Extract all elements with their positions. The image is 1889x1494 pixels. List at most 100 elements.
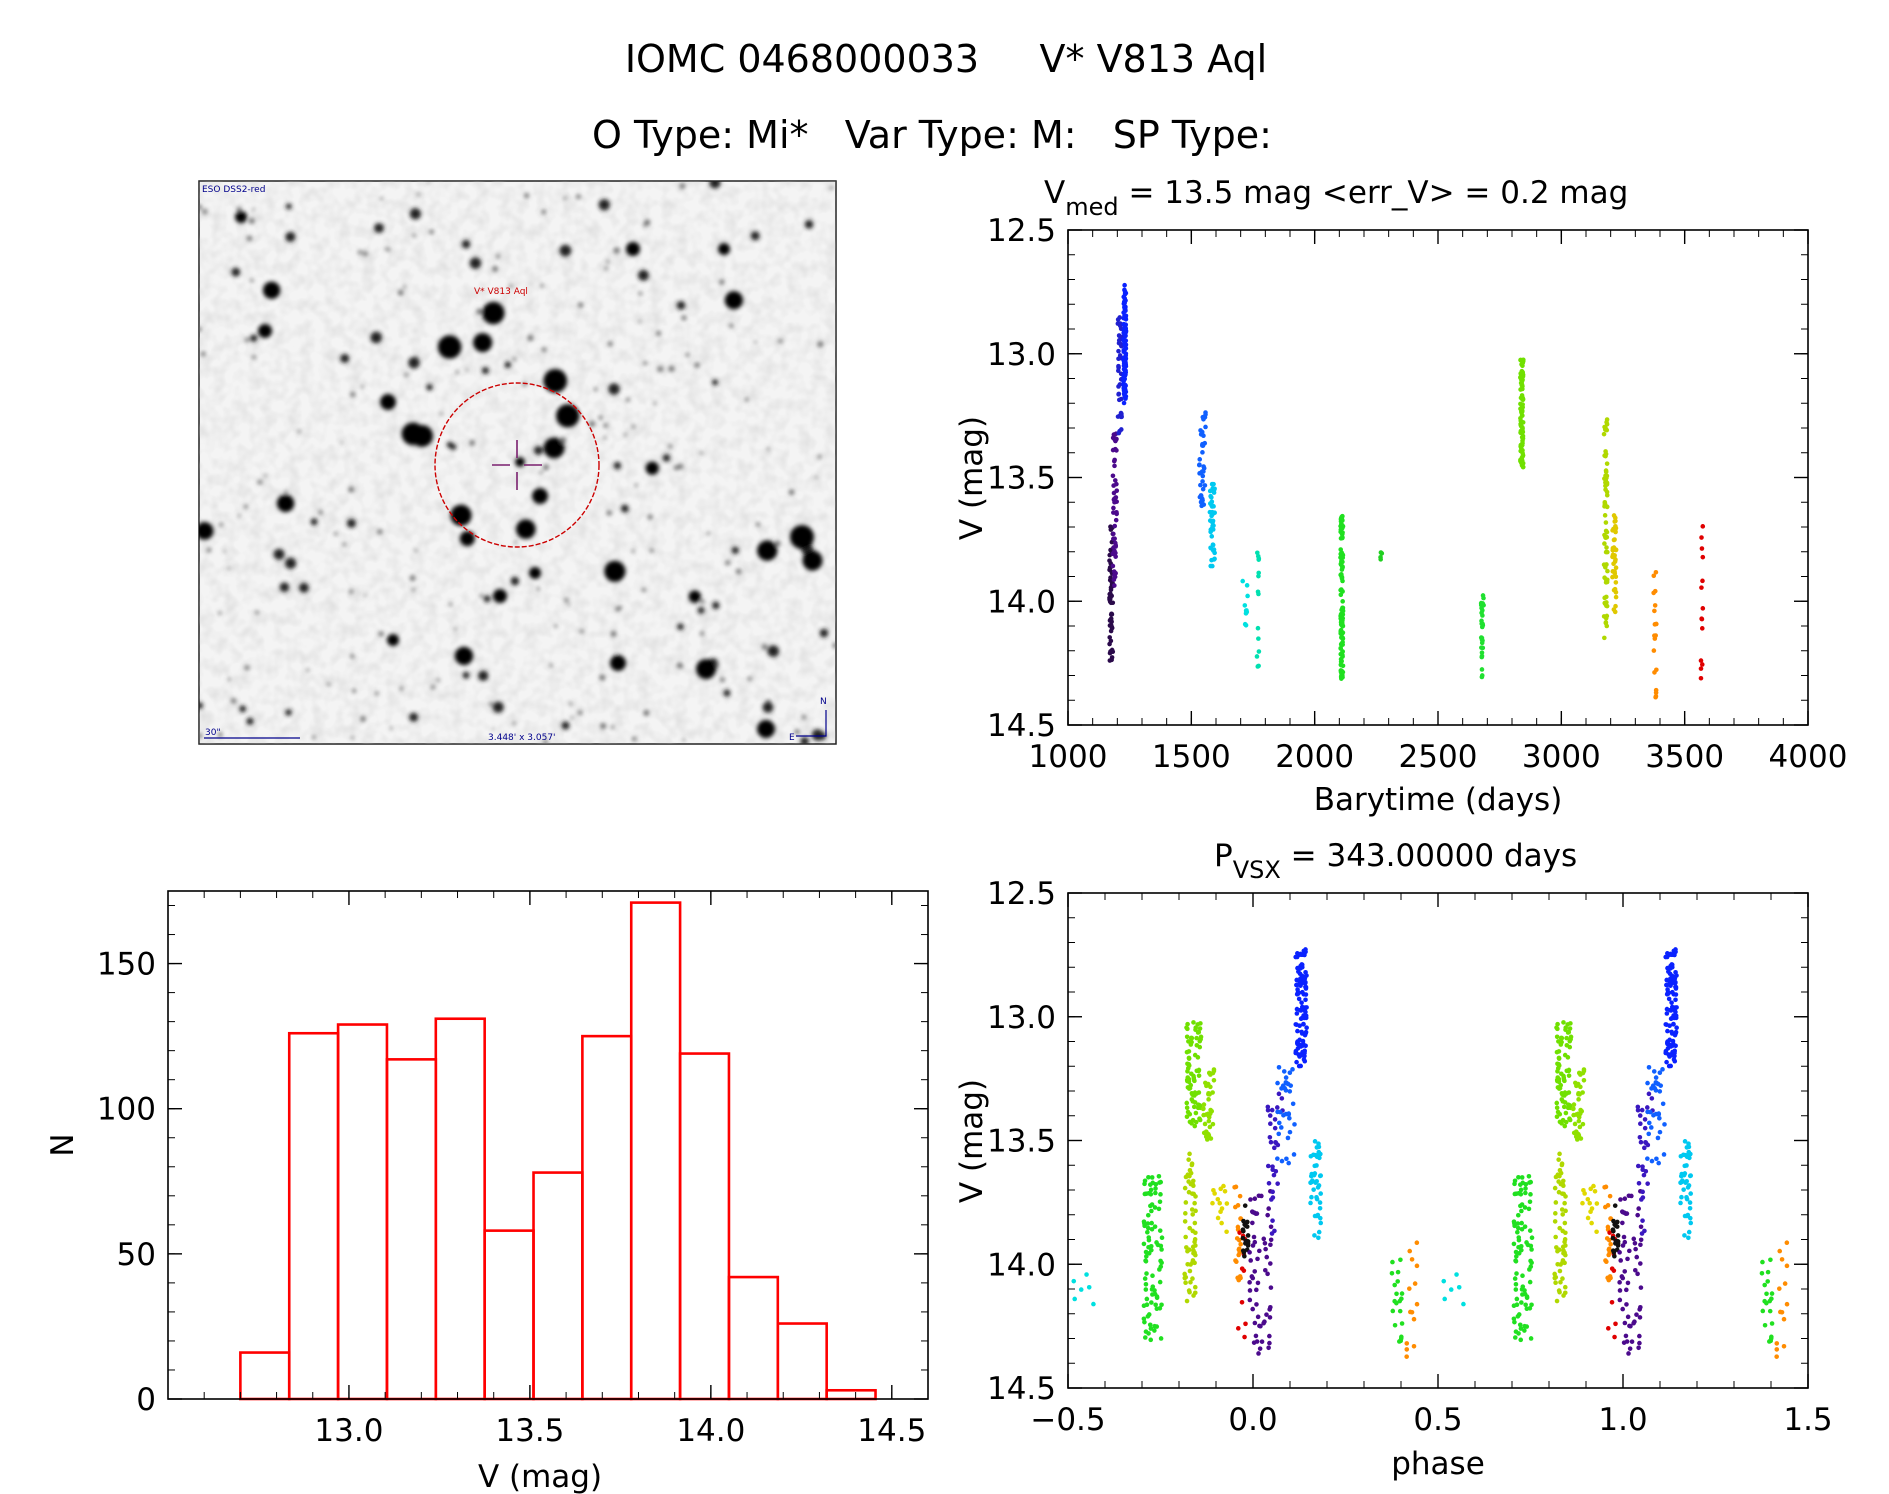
data-point <box>1622 1239 1628 1245</box>
data-point <box>1303 984 1309 990</box>
data-point <box>1636 1206 1641 1211</box>
data-point <box>1764 1291 1769 1297</box>
data-point <box>1110 473 1116 479</box>
data-point <box>1529 1302 1534 1308</box>
histogram-bar <box>434 1017 486 1401</box>
star <box>455 370 459 374</box>
data-point <box>1610 1235 1616 1241</box>
data-point <box>1241 1268 1247 1273</box>
data-point <box>1109 619 1114 625</box>
data-point <box>1407 1286 1412 1291</box>
data-point <box>1563 1119 1569 1125</box>
bright-star <box>258 324 272 338</box>
data-point <box>1302 1050 1307 1056</box>
y-tick-label: 13.0 <box>987 337 1056 373</box>
data-point <box>1527 1228 1533 1233</box>
x-tick-label: 2000 <box>1275 739 1354 775</box>
data-point <box>1654 1156 1659 1162</box>
star <box>276 494 295 513</box>
star <box>569 702 573 706</box>
data-point <box>1681 1172 1687 1178</box>
data-point <box>1524 1294 1530 1299</box>
data-point <box>1520 464 1526 470</box>
data-point <box>1664 982 1669 988</box>
data-point <box>1577 1092 1582 1097</box>
data-point <box>1613 518 1618 524</box>
data-point <box>1784 1301 1790 1307</box>
data-point <box>1408 1309 1413 1315</box>
data-point <box>1187 1225 1193 1231</box>
data-point <box>1261 1236 1267 1242</box>
star <box>794 729 800 735</box>
data-point <box>1572 1121 1578 1127</box>
data-point <box>1110 563 1116 569</box>
y-tick-label: 50 <box>117 1237 156 1273</box>
data-point <box>1340 599 1345 604</box>
data-point <box>1107 591 1113 597</box>
data-point <box>1560 1178 1566 1184</box>
phased-ylabel: V (mag) <box>954 1079 990 1203</box>
star <box>380 197 384 201</box>
data-point <box>1649 1096 1655 1101</box>
star <box>638 319 642 323</box>
data-point <box>1687 1215 1693 1221</box>
data-point <box>1378 557 1383 562</box>
data-point <box>1256 1351 1261 1356</box>
star <box>709 181 721 189</box>
data-point <box>1769 1296 1774 1302</box>
bright-star <box>387 634 399 646</box>
data-point <box>1526 1206 1532 1212</box>
y-tick-label: 12.5 <box>987 876 1056 912</box>
lightcurve-axes: 1000 1500 2000 2500 3000 3500 4000 12.5 13.0 13.5… <box>987 213 1847 775</box>
data-point <box>1607 1193 1613 1199</box>
data-point <box>1317 1205 1323 1211</box>
data-point <box>1112 463 1117 469</box>
data-point <box>1603 520 1609 525</box>
data-point <box>1240 1235 1246 1241</box>
data-point <box>1210 511 1215 517</box>
data-point <box>1294 1059 1299 1065</box>
phased-title-sub: VSX <box>1233 856 1281 884</box>
data-point <box>1142 1181 1147 1187</box>
data-point <box>1700 554 1706 560</box>
data-point <box>1302 1032 1308 1038</box>
data-point <box>1512 1181 1517 1187</box>
data-point <box>1189 1161 1195 1167</box>
star <box>414 549 418 552</box>
data-point <box>1527 1279 1533 1285</box>
star <box>647 514 653 520</box>
data-point <box>1315 1185 1321 1190</box>
data-point <box>1673 949 1678 955</box>
star <box>348 486 355 493</box>
star <box>668 365 675 372</box>
data-point <box>1267 1333 1272 1339</box>
data-point <box>1144 1302 1150 1308</box>
compass-arrows <box>796 710 827 737</box>
star <box>236 207 242 212</box>
data-point <box>1195 1055 1201 1060</box>
data-point <box>1187 1268 1193 1274</box>
star <box>437 335 462 359</box>
data-point <box>1268 1139 1274 1145</box>
star <box>469 440 475 446</box>
data-point <box>1122 342 1128 348</box>
data-point <box>1340 631 1345 636</box>
y-tick-label: 14.0 <box>987 1247 1056 1283</box>
data-point <box>1624 1302 1629 1307</box>
data-point <box>1615 1233 1621 1238</box>
data-point <box>1581 1078 1587 1083</box>
data-point <box>1272 1145 1277 1151</box>
data-point <box>1152 1328 1157 1333</box>
data-point <box>1268 1224 1274 1230</box>
data-point <box>1520 1284 1526 1289</box>
data-point <box>1111 505 1116 511</box>
star <box>199 204 202 210</box>
data-point <box>1113 517 1119 523</box>
data-point <box>1121 366 1127 372</box>
data-point <box>1254 654 1260 659</box>
data-point <box>1777 1248 1783 1254</box>
data-point <box>1602 595 1607 601</box>
histogram-bar <box>336 1023 389 1401</box>
data-point <box>1340 535 1345 540</box>
star <box>431 685 436 690</box>
